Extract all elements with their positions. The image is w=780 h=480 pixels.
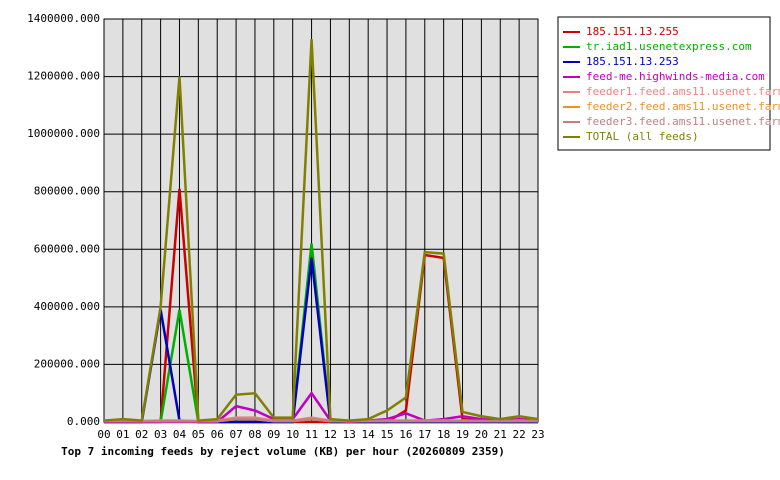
x-tick-label: 22: [513, 428, 526, 441]
legend-label: feed-me.highwinds-media.com: [586, 70, 765, 83]
x-tick-label: 09: [267, 428, 280, 441]
series-line: [104, 188, 538, 424]
x-tick-label: 07: [229, 428, 242, 441]
x-tick-label: 11: [305, 428, 318, 441]
y-tick-label: 400000.000: [34, 300, 100, 313]
x-tick-label: 06: [211, 428, 224, 441]
y-tick-label: 800000.000: [34, 185, 100, 198]
x-tick-label: 15: [380, 428, 393, 441]
x-tick-label: 20: [475, 428, 488, 441]
x-tick-label: 23: [531, 428, 544, 441]
x-tick-label: 13: [343, 428, 356, 441]
x-tick-label: 16: [399, 428, 412, 441]
x-tick-label: 10: [286, 428, 299, 441]
x-tick-label: 08: [248, 428, 261, 441]
x-tick-label: 18: [437, 428, 450, 441]
x-tick-label: 01: [116, 428, 129, 441]
y-tick-label: 1200000.000: [27, 70, 100, 83]
legend-label: feeder1.feed.ams11.usenet.farm: [586, 85, 780, 98]
x-tick-label: 04: [173, 428, 187, 441]
series-line: [103, 39, 539, 422]
x-tick-label: 21: [494, 428, 507, 441]
legend-label: tr.iad1.usenetexpress.com: [586, 40, 752, 53]
x-tick-label: 17: [418, 428, 431, 441]
x-tick-label: 12: [324, 428, 337, 441]
legend-label: 185.151.13.253: [586, 55, 679, 68]
series-line: [104, 417, 538, 423]
y-tick-label: 600000.000: [34, 242, 100, 255]
x-tick-label: 03: [154, 428, 167, 441]
chart-title: Top 7 incoming feeds by reject volume (K…: [61, 445, 505, 458]
x-tick-label: 05: [192, 428, 205, 441]
legend-label: feeder3.feed.ams11.usenet.farm: [586, 115, 780, 128]
y-tick-label: 0.000: [67, 415, 100, 428]
y-tick-label: 1000000.000: [27, 127, 100, 140]
legend-label: TOTAL (all feeds): [586, 130, 699, 143]
y-tick-label: 1400000.000: [27, 12, 100, 25]
legend-label: 185.151.13.255: [586, 25, 679, 38]
x-tick-label: 02: [135, 428, 148, 441]
x-tick-label: 19: [456, 428, 469, 441]
x-tick-label: 14: [362, 428, 376, 441]
legend-label: feeder2.feed.ams11.usenet.farm: [586, 100, 780, 113]
legend: [557, 16, 771, 151]
y-tick-label: 200000.000: [34, 357, 100, 370]
x-tick-label: 00: [97, 428, 110, 441]
